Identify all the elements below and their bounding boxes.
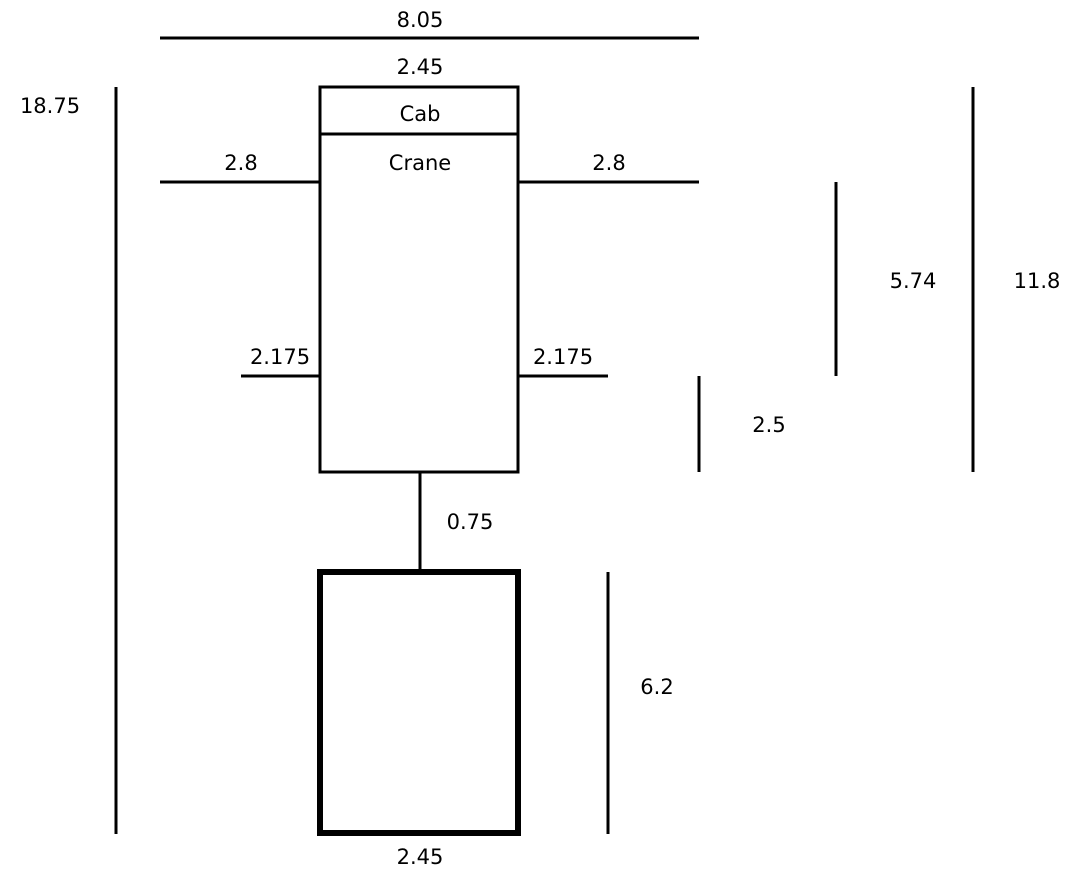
overall-width-label: 8.05: [397, 8, 444, 32]
rear-outrigger-left-label: 2.175: [250, 345, 310, 369]
crane-outrigger-right-label: 2.8: [592, 151, 625, 175]
outrigger-spacing-label: 5.74: [890, 269, 937, 293]
truck-length-label: 11.8: [1014, 269, 1061, 293]
cab-label: Cab: [400, 102, 441, 126]
truck-width-top-label: 2.45: [397, 55, 444, 79]
trailer-width-label: 2.45: [397, 845, 444, 869]
truck-body: [318, 85, 520, 474]
rear-overhang-label: 2.5: [752, 413, 785, 437]
crane-label: Crane: [389, 151, 451, 175]
hitch-gap-label: 0.75: [447, 510, 494, 534]
trailer-length-label: 6.2: [640, 675, 673, 699]
overall-length-label: 18.75: [20, 94, 80, 118]
crane-outrigger-left-label: 2.8: [224, 151, 257, 175]
rear-outrigger-right-label: 2.175: [533, 345, 593, 369]
trailer-body: [317, 569, 521, 836]
